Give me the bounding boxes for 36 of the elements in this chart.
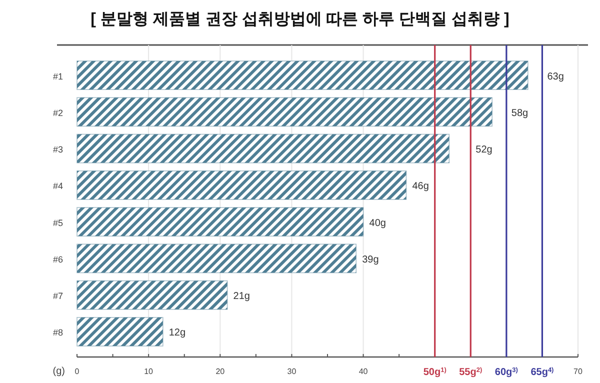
data-label: 40g: [369, 218, 386, 229]
ref-line-label: 65g$^{4)}$: [530, 366, 554, 378]
x-tick-label: 30: [287, 367, 297, 376]
y-tick-label: #8: [52, 328, 63, 338]
y-tick-label: #1: [52, 71, 63, 82]
data-label: 39g: [362, 254, 379, 266]
x-tick-label: 10: [144, 367, 154, 376]
x-tick-label: 0: [74, 367, 80, 376]
y-tick-label: #3: [52, 144, 63, 155]
bar: [76, 60, 528, 90]
y-tick-label: #5: [52, 218, 63, 228]
ref-line-label: 55g$^{2)}$: [459, 366, 482, 378]
y-tick-label: #4: [52, 181, 63, 192]
x-axis-title: (g): [52, 366, 65, 377]
ref-line-label: 60g$^{3)}$: [494, 366, 518, 378]
data-label: 58g: [511, 108, 528, 119]
bar: [76, 244, 357, 274]
bar: [76, 134, 450, 164]
bar: [76, 207, 364, 237]
chart-title: [ 분말형 제품별 권장 섭취방법에 따른 하루 단백질 섭취량 ]: [90, 11, 510, 28]
data-label: 46g: [412, 181, 429, 192]
x-tick-label: 70: [574, 367, 583, 376]
bar: [76, 317, 164, 346]
ref-line-label: 50g$^{1)}$: [423, 366, 446, 378]
bar: [76, 280, 228, 310]
data-label: 63g: [547, 71, 564, 82]
x-tick-label: 40: [358, 367, 368, 376]
bar: [76, 97, 493, 127]
data-label: 21g: [233, 291, 250, 302]
data-label: 52g: [476, 144, 492, 156]
y-tick-label: #2: [52, 108, 63, 118]
x-tick-label: 20: [216, 367, 226, 376]
y-tick-label: #7: [52, 291, 63, 302]
bar: [76, 170, 407, 200]
data-label: 12g: [168, 328, 186, 339]
y-tick-label: #6: [52, 254, 63, 264]
